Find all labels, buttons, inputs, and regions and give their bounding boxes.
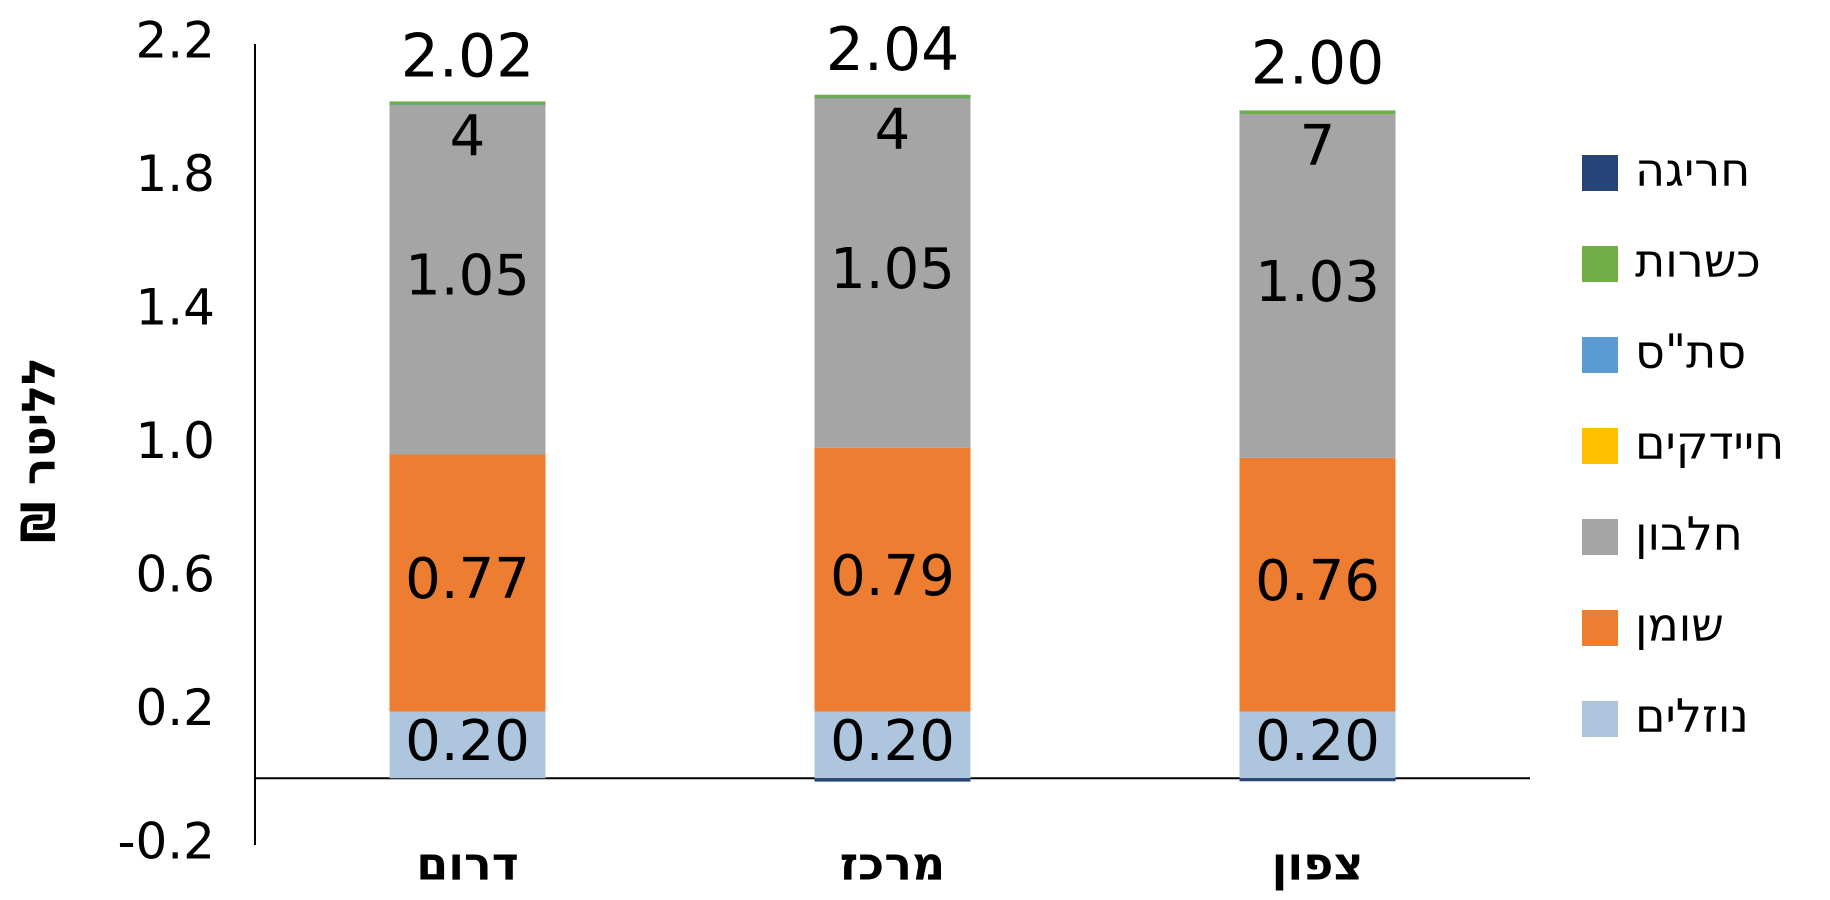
legend-swatch [1582, 246, 1618, 282]
bar-segment [389, 104, 546, 455]
y-tick-label: 1.4 [135, 279, 215, 337]
legend-label: שומן [1635, 598, 1724, 652]
legend-label: חלבון [1635, 507, 1743, 561]
bar-segment [389, 711, 546, 779]
bar-segment [1239, 778, 1396, 782]
legend-label: חריגה [1635, 143, 1750, 197]
legend-swatch [1582, 155, 1618, 191]
y-axis-title: ₪ לליטר [12, 357, 66, 543]
total-label: 2.04 [826, 15, 960, 85]
bar-segment [1239, 114, 1396, 458]
value-label: 4 [450, 104, 486, 169]
bar-segment [814, 778, 971, 782]
legend-swatch [1582, 701, 1618, 737]
bar-segment [814, 94, 971, 98]
value-label: 0.20 [405, 709, 530, 774]
legend-label: כשרות [1635, 234, 1761, 288]
legend-swatch [1582, 428, 1618, 464]
x-tick-label: מרכז [840, 837, 945, 891]
bar-segment [389, 454, 546, 712]
total-label: 2.02 [401, 22, 535, 92]
total-label: 2.00 [1251, 28, 1385, 98]
bar-segment [814, 97, 971, 448]
value-label: 0.79 [830, 544, 955, 609]
value-label: 4 [875, 98, 911, 163]
value-label: 0.76 [1255, 549, 1380, 614]
bar-segment [1239, 711, 1396, 779]
legend-swatch [1582, 519, 1618, 555]
y-tick-label: 0.6 [135, 546, 215, 604]
x-tick-label: צפון [1272, 837, 1364, 891]
bar-segment [814, 711, 971, 779]
y-tick-label: 0.2 [135, 679, 215, 737]
y-tick-label: 1.0 [135, 412, 215, 470]
legend-label: סת"ס [1635, 325, 1746, 379]
bar-segment [1239, 110, 1396, 114]
value-label: 1.05 [405, 243, 530, 308]
value-label: 0.20 [830, 709, 955, 774]
y-tick-label: 1.8 [135, 145, 215, 203]
y-tick-label: 2.2 [135, 12, 215, 70]
bar-segment [1239, 457, 1396, 712]
legend-label: נוזלים [1635, 689, 1749, 743]
value-label: 0.77 [405, 547, 530, 612]
y-tick-label: -0.2 [117, 813, 215, 871]
legend-swatch [1582, 337, 1618, 373]
value-label: 0.20 [1255, 709, 1380, 774]
bar-segment [389, 101, 546, 105]
bar-segment [814, 447, 971, 712]
value-label: 1.05 [830, 237, 955, 302]
legend-label: חיידקים [1635, 416, 1784, 470]
value-label: 1.03 [1255, 250, 1380, 315]
value-label: 7 [1300, 114, 1336, 179]
x-tick-label: דרום [416, 837, 519, 891]
legend-swatch [1582, 610, 1618, 646]
